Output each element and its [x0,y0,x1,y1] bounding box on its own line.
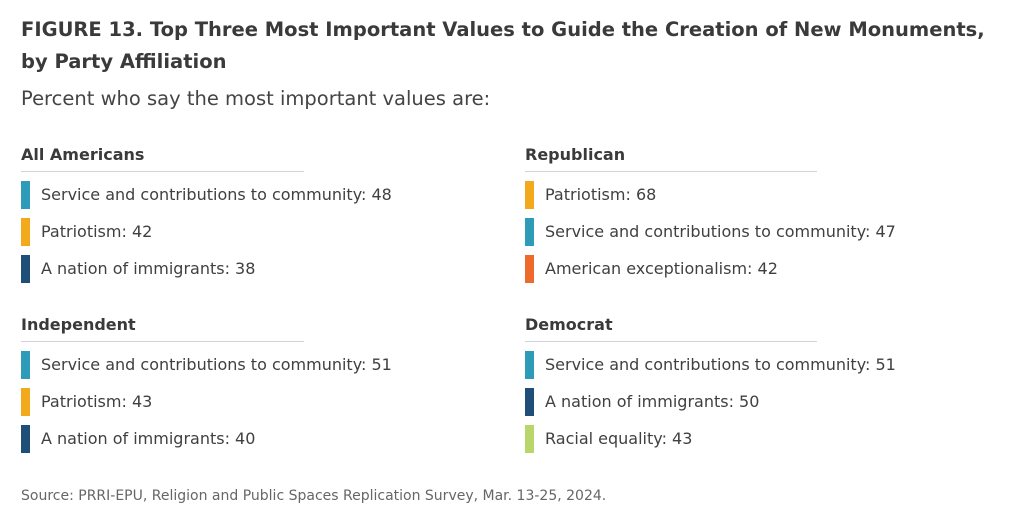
group-republican: Republican Patriotism: 68 Service and co… [525,145,945,283]
item-label: A nation of immigrants: 38 [41,259,256,278]
item-label: A nation of immigrants: 50 [545,392,760,411]
group-independent: Independent Service and contributions to… [21,315,441,453]
list-item: A nation of immigrants: 50 [525,388,945,416]
color-swatch [525,425,534,453]
source-note: Source: PRRI-EPU, Religion and Public Sp… [21,488,607,504]
list-item: Patriotism: 42 [21,218,441,246]
list-item: Patriotism: 43 [21,388,441,416]
list-item: Patriotism: 68 [525,181,945,209]
color-swatch [21,255,30,283]
group-title: All Americans [21,145,304,172]
item-label: A nation of immigrants: 40 [41,429,256,448]
list-item: Racial equality: 43 [525,425,945,453]
color-swatch [525,218,534,246]
list-item: A nation of immigrants: 38 [21,255,441,283]
item-label: Racial equality: 43 [545,429,693,448]
item-label: Patriotism: 68 [545,185,657,204]
item-label: Patriotism: 43 [41,392,153,411]
list-item: American exceptionalism: 42 [525,255,945,283]
group-title: Independent [21,315,304,342]
color-swatch [525,181,534,209]
group-all-americans: All Americans Service and contributions … [21,145,441,283]
color-swatch [525,388,534,416]
color-swatch [525,351,534,379]
item-label: Service and contributions to community: … [41,185,392,204]
color-swatch [525,255,534,283]
list-item: Service and contributions to community: … [525,218,945,246]
color-swatch [21,351,30,379]
figure-title: FIGURE 13. Top Three Most Important Valu… [21,18,985,73]
list-item: Service and contributions to community: … [21,351,441,379]
item-label: American exceptionalism: 42 [545,259,778,278]
color-swatch [21,181,30,209]
item-label: Service and contributions to community: … [545,222,896,241]
item-label: Service and contributions to community: … [545,355,896,374]
list-item: Service and contributions to community: … [21,181,441,209]
group-title: Republican [525,145,817,172]
group-democrat: Democrat Service and contributions to co… [525,315,945,453]
group-title: Democrat [525,315,817,342]
item-label: Service and contributions to community: … [41,355,392,374]
list-item: Service and contributions to community: … [525,351,945,379]
item-label: Patriotism: 42 [41,222,153,241]
color-swatch [21,425,30,453]
color-swatch [21,218,30,246]
list-item: A nation of immigrants: 40 [21,425,441,453]
figure-subtitle: Percent who say the most important value… [21,87,491,110]
color-swatch [21,388,30,416]
